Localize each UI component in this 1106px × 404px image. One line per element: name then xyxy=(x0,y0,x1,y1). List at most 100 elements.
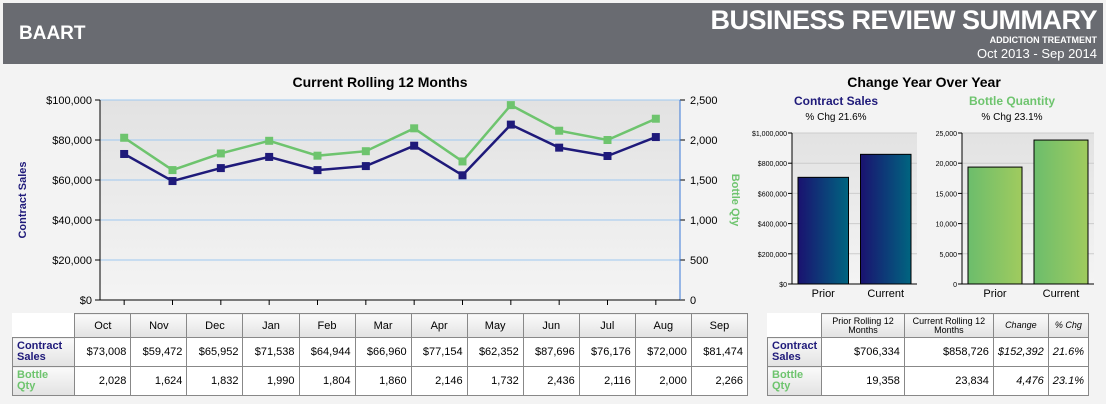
y2-tick-label: 0 xyxy=(690,295,696,307)
table-cell: 1,832 xyxy=(186,366,244,396)
table-cell: 23.1% xyxy=(1047,366,1090,396)
series-line-contract-sales xyxy=(123,123,657,183)
table-cell: $71,538 xyxy=(242,337,300,367)
table-cell: $66,960 xyxy=(354,337,412,367)
report-subtitle: ADDICTION TREATMENT xyxy=(989,35,1097,45)
table-row: Bottle Qty 2,028 1,624 1,832 1,990 1,804 1,860 2… xyxy=(11,366,749,396)
table-cell: $59,472 xyxy=(130,337,188,367)
y2-tick-label: 500 xyxy=(690,255,708,267)
month-header: Mar xyxy=(354,313,412,338)
month-header: Feb xyxy=(298,313,356,338)
table-cell: 1,860 xyxy=(354,366,412,396)
bar-chart-subtitle: % Chg 23.1% xyxy=(981,112,1042,123)
x-tick-label: Prior xyxy=(983,288,1007,300)
data-point xyxy=(506,101,515,110)
y-tick-label: 25,000 xyxy=(936,131,958,138)
data-point xyxy=(120,149,129,158)
yoy-header: % Chg xyxy=(1047,313,1090,338)
row-label: Contract Sales xyxy=(11,337,76,367)
table-cell: $152,392 xyxy=(992,337,1049,367)
table-cell: 19,358 xyxy=(821,366,905,396)
yoy-header: Change xyxy=(992,313,1049,338)
header-bar: BAART BUSINESS REVIEW SUMMARY ADDICTION … xyxy=(3,3,1103,64)
y-tick-label: $40,000 xyxy=(52,215,92,227)
y-tick-label: $60,000 xyxy=(52,175,92,187)
row-label: Contract Sales xyxy=(766,337,823,367)
bar-chart-subtitle: % Chg 21.6% xyxy=(805,112,866,123)
y-tick-label: 20,000 xyxy=(936,161,958,168)
yoy-header: Current Rolling 12 Months xyxy=(903,313,994,338)
y-tick-label: $80,000 xyxy=(52,135,92,147)
data-point xyxy=(313,151,322,160)
table-cell: $73,008 xyxy=(74,337,132,367)
y-tick-label: $100,000 xyxy=(46,95,92,107)
x-tick-label: Current xyxy=(867,288,904,300)
bar-prior xyxy=(797,176,849,285)
month-header: Oct xyxy=(74,313,132,338)
x-tick-label: Current xyxy=(1043,288,1080,300)
yoy-header: Prior Rolling 12 Months xyxy=(821,313,905,338)
series-line-bottle-qty xyxy=(123,103,657,172)
table-cell: 2,266 xyxy=(690,366,749,396)
table-cell: 2,146 xyxy=(410,366,468,396)
month-header: Dec xyxy=(186,313,244,338)
month-header: May xyxy=(466,313,524,338)
table-cell: $76,176 xyxy=(578,337,636,367)
data-point xyxy=(410,141,419,150)
y2-tick-label: 1,500 xyxy=(690,175,718,187)
data-point xyxy=(216,164,225,173)
data-point xyxy=(506,120,515,129)
data-point xyxy=(265,152,274,161)
data-point xyxy=(603,136,612,144)
data-point xyxy=(361,162,370,171)
table-row: Contract Sales $73,008 $59,472 $65,952 $71,53… xyxy=(11,337,749,367)
data-point xyxy=(651,133,660,142)
monthly-table: Oct Nov Dec Jan Feb Mar Apr May Jun Jul Aug Sep Cont… xyxy=(11,313,749,396)
line-chart-title: Current Rolling 12 Months xyxy=(293,74,468,90)
bar-current xyxy=(860,153,912,285)
y-axis-label: Contract Sales xyxy=(17,161,29,238)
y-tick-label: $200,000 xyxy=(758,252,787,259)
table-cell: 2,116 xyxy=(578,366,636,396)
data-point xyxy=(120,133,129,142)
data-point xyxy=(458,171,467,180)
data-point xyxy=(168,166,177,175)
data-point xyxy=(603,152,612,160)
table-cell: $87,696 xyxy=(522,337,580,367)
table-cell: 2,436 xyxy=(522,366,580,396)
table-cell: 2,028 xyxy=(74,366,132,396)
data-point xyxy=(216,149,225,158)
table-row: Contract Sales $706,334 $858,726 $152,392 21.… xyxy=(766,337,1090,367)
month-header: Aug xyxy=(634,313,692,338)
table-cell: $62,352 xyxy=(466,337,524,367)
month-header: Apr xyxy=(410,313,468,338)
table-cell: $72,000 xyxy=(634,337,692,367)
row-label: Bottle Qty xyxy=(11,366,76,396)
y2-tick-label: 2,000 xyxy=(690,135,718,147)
data-point xyxy=(168,177,177,186)
report-period: Oct 2013 - Sep 2014 xyxy=(977,46,1097,61)
table-cell: 23,834 xyxy=(903,366,994,396)
table-cell: 1,624 xyxy=(130,366,188,396)
bar-chart-title: Bottle Quantity xyxy=(969,94,1055,108)
y-tick-label: $20,000 xyxy=(52,255,92,267)
table-cell: $64,944 xyxy=(298,337,356,367)
plot-area xyxy=(100,100,680,300)
table-cell: $858,726 xyxy=(903,337,994,367)
table-cell: 1,804 xyxy=(298,366,356,396)
y2-tick-label: 1,000 xyxy=(690,215,718,227)
bar-prior xyxy=(967,166,1023,285)
data-point xyxy=(313,166,322,175)
data-point xyxy=(265,136,274,145)
row-label: Bottle Qty xyxy=(766,366,823,396)
table-cell: 1,990 xyxy=(242,366,300,396)
table-cell: $77,154 xyxy=(410,337,468,367)
table-cell: $65,952 xyxy=(186,337,244,367)
y-tick-label: 15,000 xyxy=(936,191,958,198)
table-cell: 2,000 xyxy=(634,366,692,396)
data-point xyxy=(651,114,660,123)
table-cell: $81,474 xyxy=(690,337,749,367)
report-title: BUSINESS REVIEW SUMMARY xyxy=(710,5,1097,35)
yoy-title: Change Year Over Year xyxy=(847,74,1001,90)
bar-current xyxy=(1033,139,1089,285)
